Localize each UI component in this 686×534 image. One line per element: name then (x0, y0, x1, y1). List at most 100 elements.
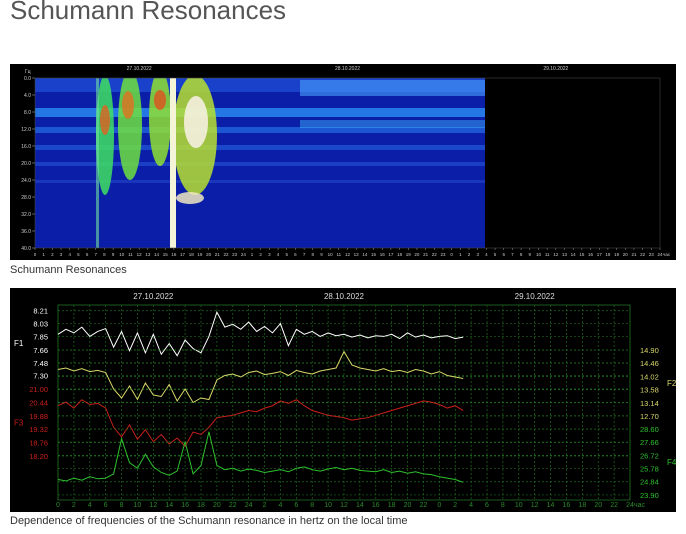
axis-series-name: F1 (14, 339, 24, 348)
x-tick-label: 19 (406, 252, 412, 257)
x-tick-label: 13 (145, 252, 151, 257)
x-tick-label: 4 (278, 502, 282, 509)
caption: Schumann Resonances (10, 264, 127, 276)
x-tick-label: 20 (623, 252, 629, 257)
x-tick-label: 1 (42, 252, 45, 257)
x-tick-label: 23 (649, 252, 655, 257)
y-tick-label: 40.0 (21, 246, 31, 252)
x-tick-label: 2 (453, 502, 457, 509)
x-tick-label: 23 (232, 252, 238, 257)
x-tick-label: 2 (468, 252, 471, 257)
x-axis-unit: час (663, 252, 671, 257)
x-tick-label: 6 (502, 252, 505, 257)
x-tick-label: 10 (536, 252, 542, 257)
x-tick-label: 12 (340, 502, 348, 509)
y-tick-label: 36.0 (21, 229, 31, 235)
y-tick-label: 28.60 (640, 425, 659, 434)
x-tick-label: 0 (34, 252, 37, 257)
y-tick-label: 7.48 (33, 359, 48, 368)
line-chart-frame (10, 288, 676, 512)
x-tick-label: 16 (380, 252, 386, 257)
x-tick-label: 9 (320, 252, 323, 257)
x-tick-label: 12 (149, 502, 157, 509)
x-tick-label: 16 (588, 252, 594, 257)
y-tick-label: 19.88 (29, 412, 48, 421)
x-tick-label: 6 (86, 252, 89, 257)
y-tick-label: 16.0 (21, 144, 31, 150)
x-tick-label: 14 (154, 252, 160, 257)
x-tick-label: 12 (137, 252, 143, 257)
date-label: 27.10.2022 (127, 66, 152, 72)
x-tick-label: 11 (545, 252, 550, 257)
x-tick-label: 22 (610, 502, 618, 509)
x-tick-label: 6 (294, 252, 297, 257)
y-tick-label: 13.14 (640, 399, 659, 408)
x-axis-unit: час (634, 502, 646, 509)
y-tick-label: 20.0 (21, 161, 31, 167)
x-tick-label: 0 (437, 502, 441, 509)
x-tick-label: 8 (501, 502, 505, 509)
x-tick-label: 16 (563, 502, 571, 509)
x-tick-label: 18 (197, 502, 205, 509)
y-tick-label: 7.30 (33, 372, 48, 381)
series-line (57, 431, 464, 483)
x-tick-label: 6 (104, 502, 108, 509)
y-tick-label: 7.66 (33, 346, 48, 355)
x-tick-label: 18 (189, 252, 195, 257)
x-tick-label: 16 (372, 502, 380, 509)
y-tick-label: 14.02 (640, 372, 659, 381)
y-tick-label: 19.32 (29, 425, 48, 434)
x-tick-label: 3 (60, 252, 63, 257)
y-tick-label: 27.66 (640, 438, 659, 447)
y-tick-label: 18.76 (29, 439, 48, 448)
y-tick-label: 12.0 (21, 127, 31, 133)
x-tick-label: 11 (336, 252, 341, 257)
x-tick-label: 22 (229, 502, 237, 509)
y-tick-label: 7.85 (33, 332, 48, 341)
x-tick-label: 21 (423, 252, 429, 257)
y-tick-label: 32.0 (21, 212, 31, 218)
x-tick-label: 8 (103, 252, 106, 257)
x-tick-label: 4 (485, 252, 488, 257)
x-tick-label: 2 (72, 502, 76, 509)
x-tick-label: 11 (128, 252, 133, 257)
x-tick-label: 6 (294, 502, 298, 509)
x-tick-label: 10 (328, 252, 334, 257)
x-tick-label: 22 (223, 252, 229, 257)
x-tick-label: 9 (529, 252, 532, 257)
x-tick-label: 12 (345, 252, 351, 257)
x-tick-label: 13 (562, 252, 568, 257)
x-tick-label: 15 (163, 252, 169, 257)
date-label: 28.10.2022 (335, 66, 360, 72)
x-tick-label: 5 (494, 252, 497, 257)
series-line (57, 350, 464, 404)
x-tick-label: 24 (245, 502, 253, 509)
caption: Dependence of frequencies of the Schuman… (10, 515, 407, 527)
series-line (57, 399, 464, 448)
x-tick-label: 20 (404, 502, 412, 509)
x-tick-label: 10 (324, 502, 332, 509)
x-tick-label: 24 (241, 252, 247, 257)
x-tick-label: 15 (371, 252, 377, 257)
date-label: 29.10.2022 (515, 292, 556, 301)
x-tick-label: 6 (485, 502, 489, 509)
x-tick-label: 3 (268, 252, 271, 257)
y-tick-label: 24.84 (640, 478, 659, 487)
page-title: Schumann Resonances (10, 0, 286, 25)
x-tick-label: 14 (547, 502, 555, 509)
x-tick-label: 16 (181, 502, 189, 509)
y-tick-label: 25.78 (640, 465, 659, 474)
date-label: 28.10.2022 (324, 292, 365, 301)
y-tick-label: 21.00 (29, 385, 48, 394)
x-tick-label: 24 (626, 502, 634, 509)
x-tick-label: 0 (56, 502, 60, 509)
x-tick-label: 7 (95, 252, 98, 257)
x-tick-label: 22 (432, 252, 438, 257)
x-tick-label: 8 (310, 502, 314, 509)
x-tick-label: 21 (631, 252, 637, 257)
x-tick-label: 14 (362, 252, 368, 257)
x-tick-label: 4 (68, 252, 71, 257)
x-tick-label: 21 (215, 252, 221, 257)
x-tick-label: 5 (285, 252, 288, 257)
